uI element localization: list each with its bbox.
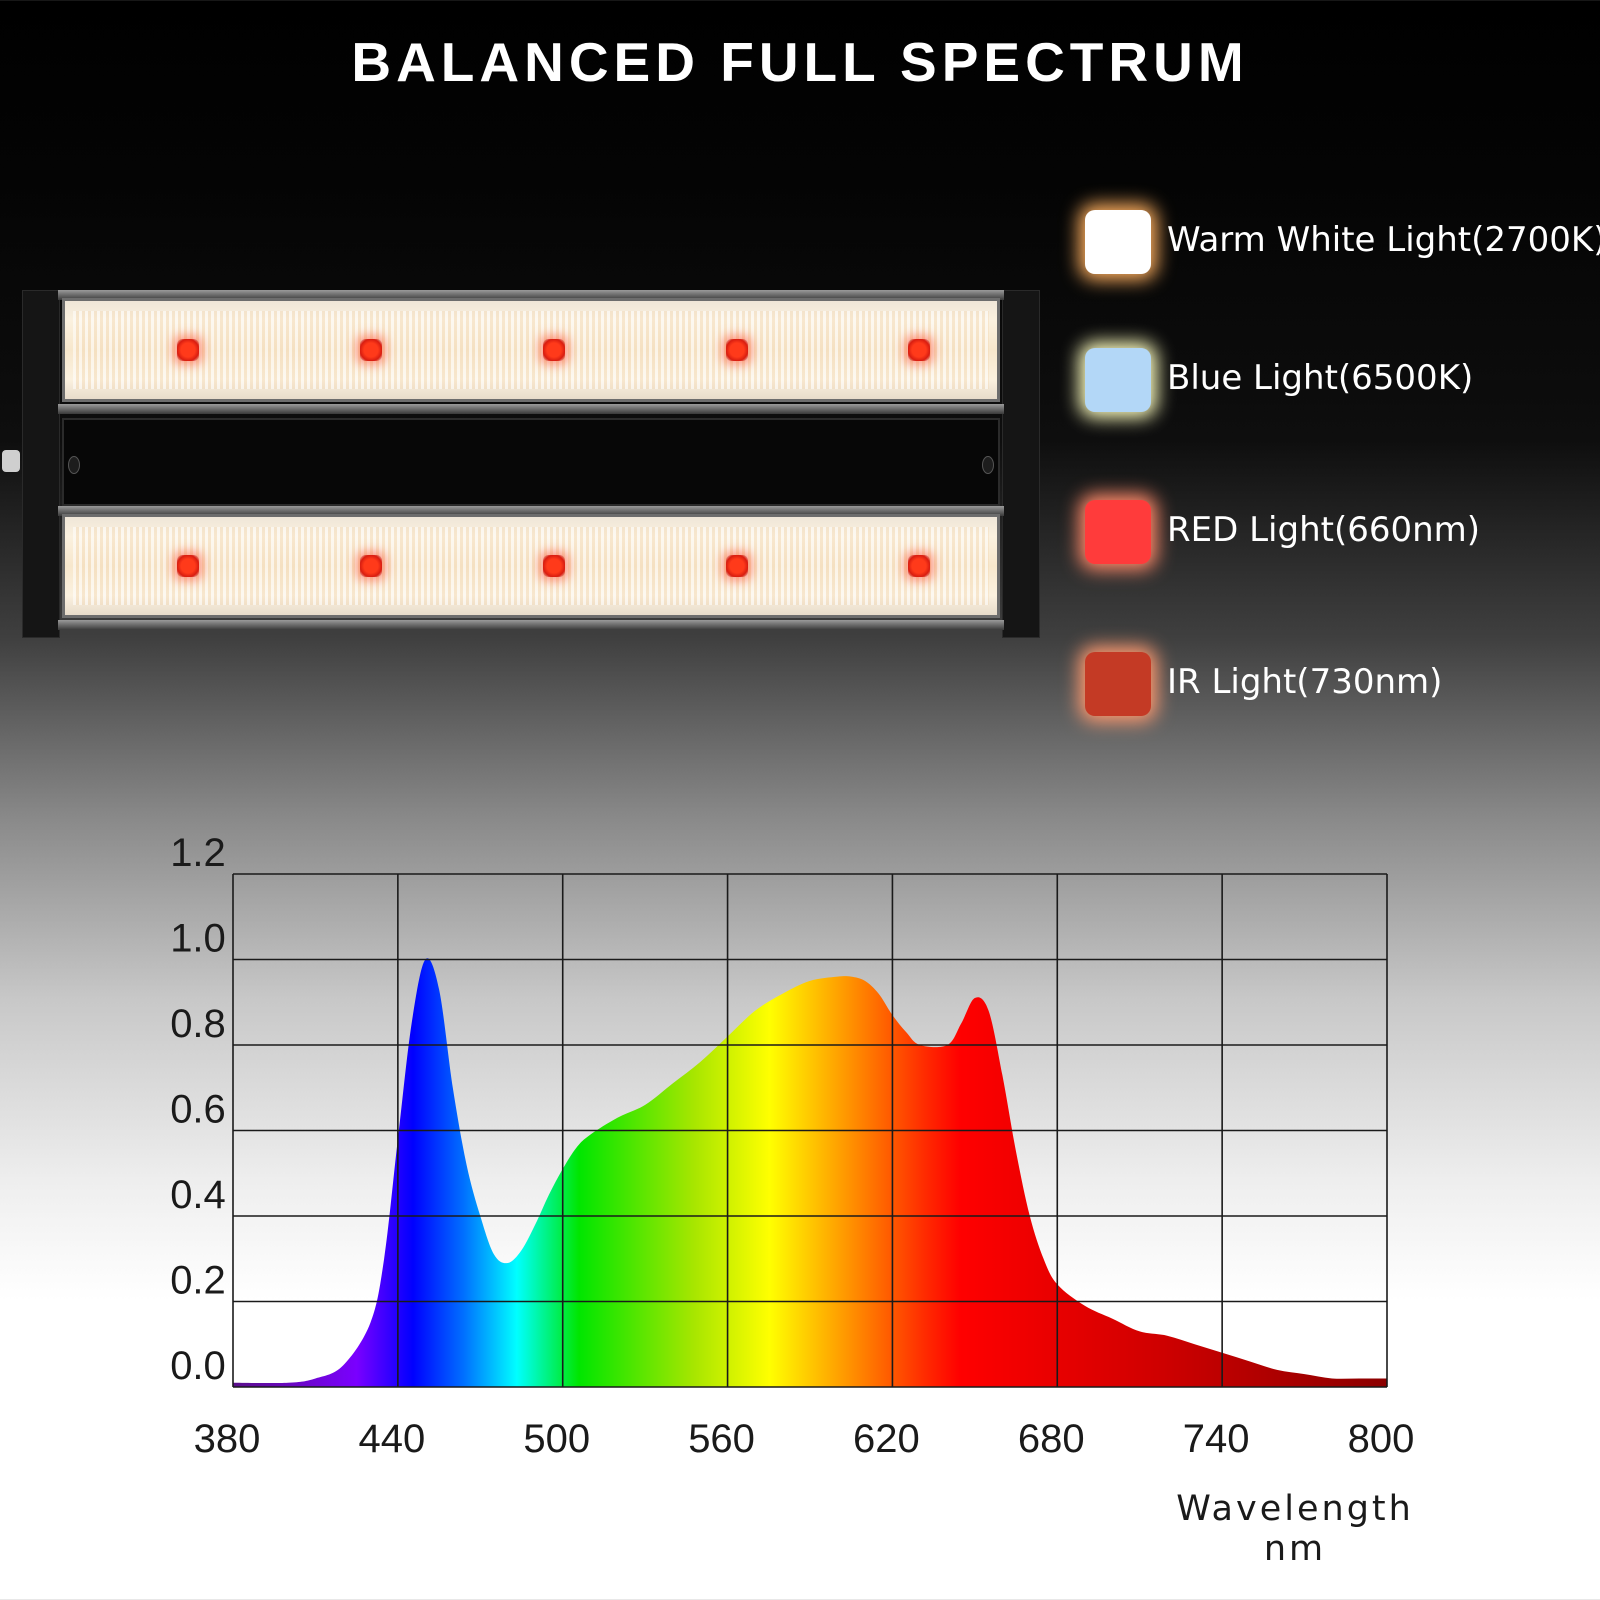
y-tick-label: 0.2: [170, 1259, 226, 1303]
light-bar-top: [62, 298, 1000, 402]
legend-swatch: [1085, 348, 1151, 412]
chart-grid: [232, 873, 1388, 1388]
red-led-icon: [543, 555, 565, 577]
grow-light-fixture: [2, 290, 1040, 638]
mount-hole-icon: [982, 456, 994, 474]
x-axis-unit: nm: [1264, 1529, 1326, 1569]
power-connector-icon: [2, 450, 20, 472]
fixture-rail: [58, 404, 1004, 414]
x-tick-label: 560: [688, 1417, 755, 1461]
red-led-icon: [908, 339, 930, 361]
x-tick-label: 620: [853, 1417, 920, 1461]
fixture-center-gap: [62, 418, 1000, 506]
red-led-icon: [908, 555, 930, 577]
red-led-icon: [360, 555, 382, 577]
legend-label: RED Light(660nm): [1167, 510, 1481, 550]
page-title: BALANCED FULL SPECTRUM: [351, 31, 1249, 93]
x-axis: 380 440 500 560 620 680 740 800: [194, 1417, 1415, 1461]
spectrum-area: [233, 958, 1387, 1387]
x-tick-label: 680: [1018, 1417, 1085, 1461]
x-tick-label: 500: [523, 1417, 590, 1461]
fixture-rail: [58, 290, 1004, 300]
legend-swatch: [1085, 210, 1151, 274]
red-led-icon: [543, 339, 565, 361]
legend-swatch: [1085, 500, 1151, 564]
legend-label: IR Light(730nm): [1167, 662, 1443, 702]
x-axis-label: Wavelength: [1176, 1489, 1414, 1529]
x-tick-label: 440: [358, 1417, 425, 1461]
x-tick-label: 740: [1183, 1417, 1250, 1461]
y-tick-label: 0.0: [170, 1344, 226, 1388]
y-tick-label: 0.4: [170, 1173, 226, 1217]
y-tick-label: 1.2: [170, 831, 226, 875]
fixture-rail: [58, 620, 1004, 630]
fixture-frame-right: [1002, 290, 1040, 638]
red-led-icon: [726, 339, 748, 361]
y-tick-label: 1.0: [170, 917, 226, 961]
mount-hole-icon: [68, 456, 80, 474]
legend-label: Warm White Light(2700K): [1167, 220, 1600, 260]
red-led-icon: [726, 555, 748, 577]
legend-swatch: [1085, 652, 1151, 716]
x-tick-label: 380: [194, 1417, 261, 1461]
y-axis: 0.0 0.2 0.4 0.6 0.8 1.0 1.2: [170, 831, 226, 1388]
red-led-icon: [360, 339, 382, 361]
fixture-frame-left: [22, 290, 60, 638]
light-bar-bottom: [62, 514, 1000, 618]
red-led-icon: [177, 555, 199, 577]
fixture-rail: [58, 506, 1004, 516]
y-tick-label: 0.6: [170, 1088, 226, 1132]
legend-label: Blue Light(6500K): [1167, 358, 1474, 398]
x-tick-label: 800: [1348, 1417, 1415, 1461]
y-tick-label: 0.8: [170, 1002, 226, 1046]
red-led-icon: [177, 339, 199, 361]
